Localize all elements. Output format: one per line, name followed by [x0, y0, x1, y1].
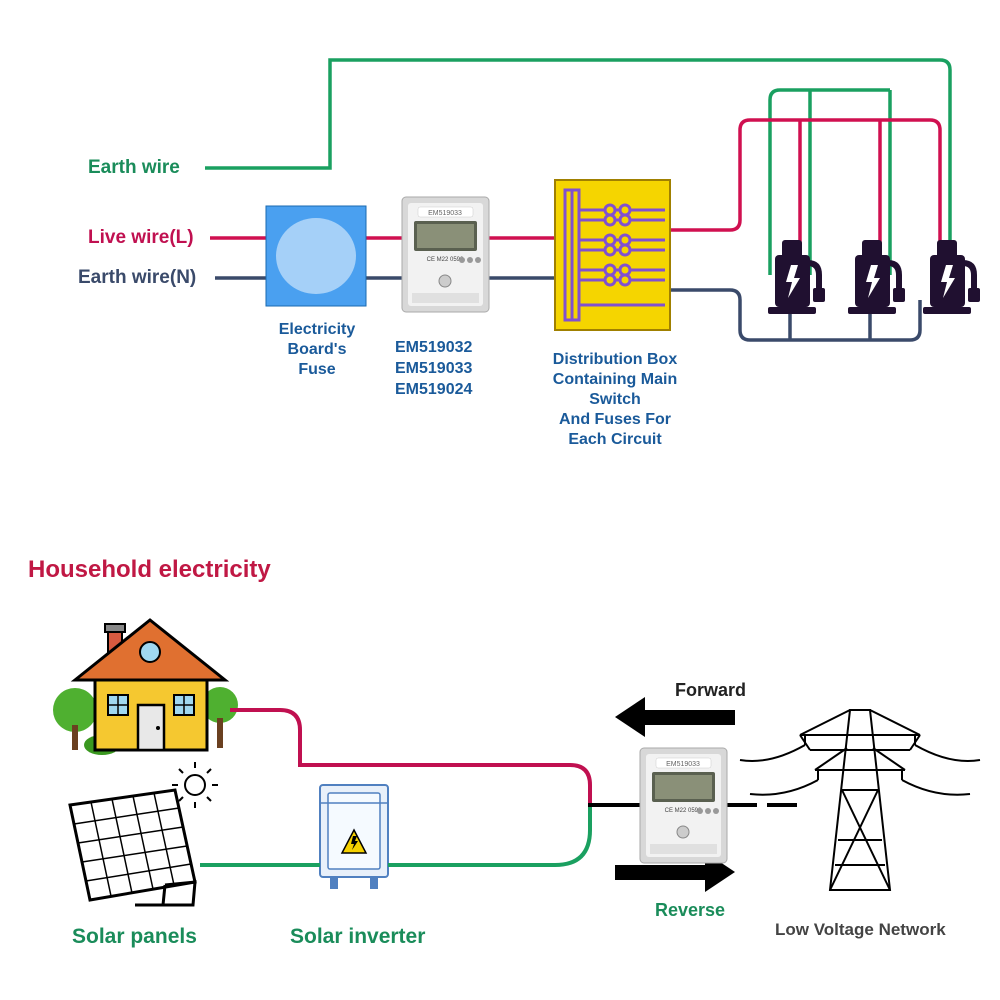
power-tower-icon: [740, 710, 980, 890]
meter-cert-label-2: CE M22 0598: [665, 808, 702, 814]
solar-panels-label: Solar panels: [72, 925, 197, 949]
meter-model-label: EM519033: [428, 210, 462, 217]
meters-label: EM519032 EM519033 EM519024: [395, 338, 495, 400]
forward-label: Forward: [675, 680, 746, 701]
energy-meter-top: EM519033 CE M22 0598: [402, 197, 489, 312]
meter-cert-label: CE M22 0598: [427, 257, 464, 263]
solar-inverter-label: Solar inverter: [290, 925, 425, 949]
neutral-wire-label: Earth wire(N): [78, 267, 196, 289]
meter-model-label-2: EM519033: [666, 761, 700, 768]
solar-inverter-icon: [320, 785, 388, 889]
solar-wire: [200, 805, 590, 865]
reverse-label: Reverse: [655, 900, 725, 921]
forward-arrow: [615, 697, 735, 737]
live-wire-label: Live wire(L): [88, 227, 194, 249]
lvn-label: Low Voltage Network: [775, 920, 946, 940]
fuse-box: [266, 206, 366, 306]
distribution-box: [555, 180, 670, 330]
energy-meter-bottom: EM519033 CE M22 0598: [640, 748, 727, 863]
earth-wire-label: Earth wire: [88, 157, 180, 179]
fuse-label: Electricity Board's Fuse: [262, 320, 372, 380]
wiring-diagram: EM519033 CE M22 0598: [0, 0, 1000, 520]
distbox-label: Distribution Box Containing Main Switch …: [525, 350, 705, 450]
house-wire: [230, 710, 590, 805]
ev-chargers: [768, 240, 980, 314]
house-icon: [53, 620, 238, 755]
solar-panel-icon: [70, 762, 218, 905]
